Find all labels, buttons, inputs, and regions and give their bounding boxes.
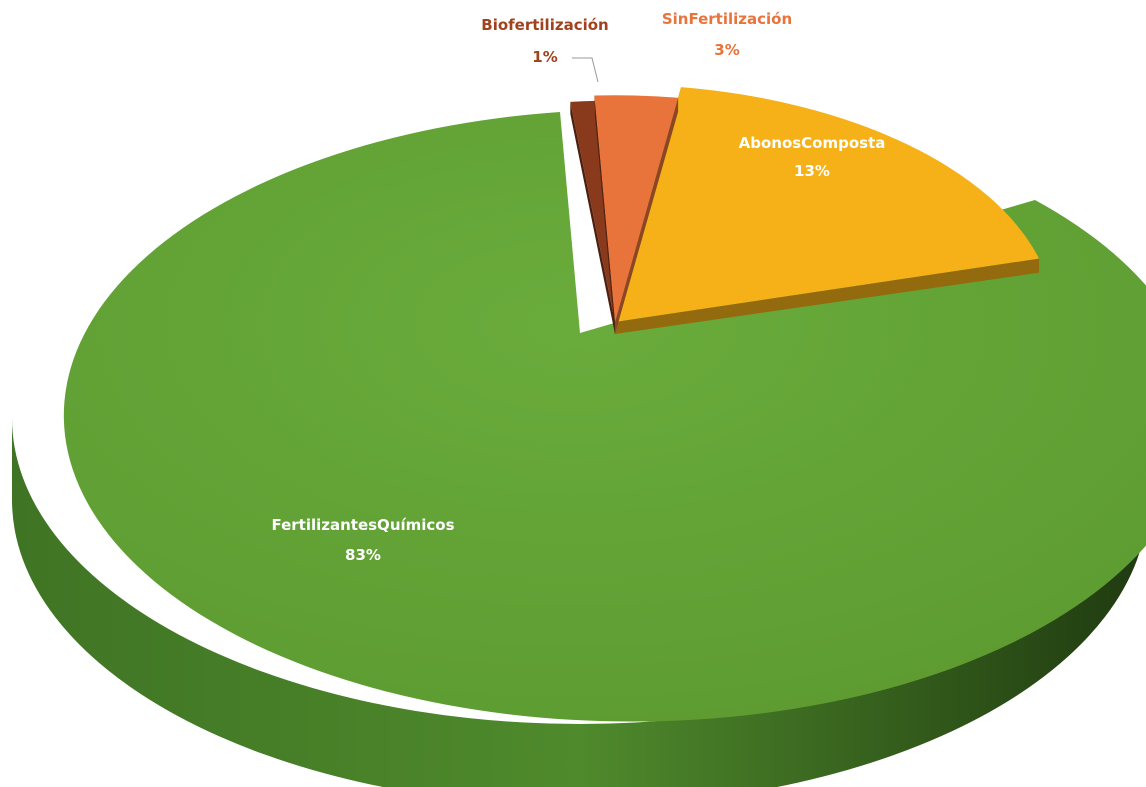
label-category-abonoscomposta: AbonosComposta xyxy=(739,134,886,152)
leader-line-biofertilizacion xyxy=(572,57,599,83)
label-category-fertilizantesquimicos: FertilizantesQuímicos xyxy=(271,516,454,534)
label-category-sinfertilizacion: SinFertilización xyxy=(662,10,792,28)
label-percent-fertilizantesquimicos: 83% xyxy=(345,546,381,564)
slice-abonoscomposta xyxy=(615,87,1040,322)
slice-biofertilización xyxy=(570,100,615,322)
label-percent-sinfertilizacion: 3% xyxy=(714,41,739,59)
label-category-biofertilizacion: Biofertilización xyxy=(481,16,608,34)
slice-sinfertilización xyxy=(594,95,679,322)
label-percent-abonoscomposta: 13% xyxy=(794,162,830,180)
label-percent-biofertilizacion: 1% xyxy=(532,48,557,66)
